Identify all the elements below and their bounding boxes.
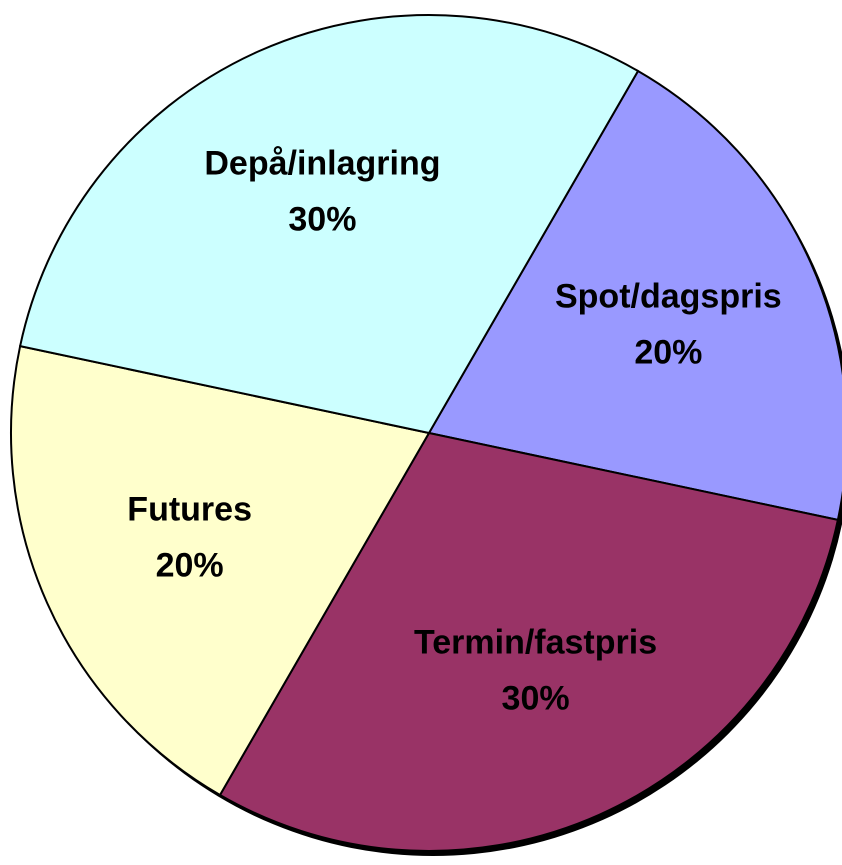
slice-value: 30% [502, 679, 570, 717]
slice-value: 30% [288, 201, 356, 239]
pie-slice [218, 431, 840, 852]
slice-label: Spot/dagspris [555, 277, 782, 315]
slice-value: 20% [156, 547, 224, 585]
pie-slice [427, 69, 842, 522]
pie-slice [18, 14, 640, 435]
pie-slice [10, 344, 431, 797]
slice-label: Futures [127, 491, 252, 529]
slice-label: Depå/inlagring [204, 145, 440, 183]
slice-label: Termin/fastpris [414, 623, 657, 661]
slice-value: 20% [634, 333, 702, 371]
